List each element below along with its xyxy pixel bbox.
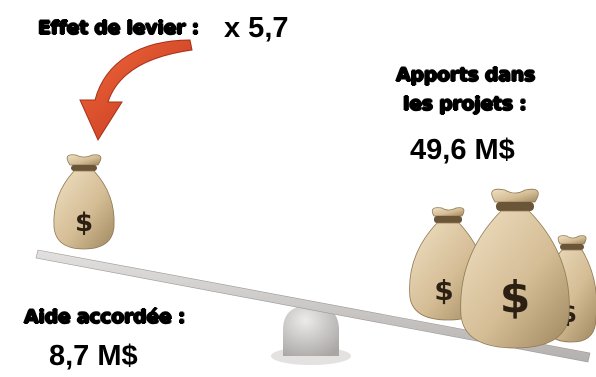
fulcrum-icon	[271, 305, 351, 365]
leverage-label: Effet de levier :	[38, 17, 199, 39]
svg-text:$: $	[500, 272, 531, 323]
contributions-label-line1: Apports dans	[396, 64, 535, 86]
money-bags-icon: $ $ $	[409, 188, 596, 349]
money-bag-icon: $	[53, 154, 115, 250]
seesaw-beam	[35, 249, 591, 363]
aid-value: 8,7 M$	[49, 340, 138, 372]
svg-text:$: $	[434, 274, 453, 307]
svg-text:$: $	[75, 208, 93, 238]
aid-label: Aide accordée :	[24, 306, 186, 328]
contributions-value: 49,6 M$	[410, 134, 515, 166]
contributions-label-line2: les projets :	[403, 93, 527, 115]
leverage-value: x 5,7	[224, 12, 289, 44]
curved-arrow-icon	[79, 39, 193, 142]
